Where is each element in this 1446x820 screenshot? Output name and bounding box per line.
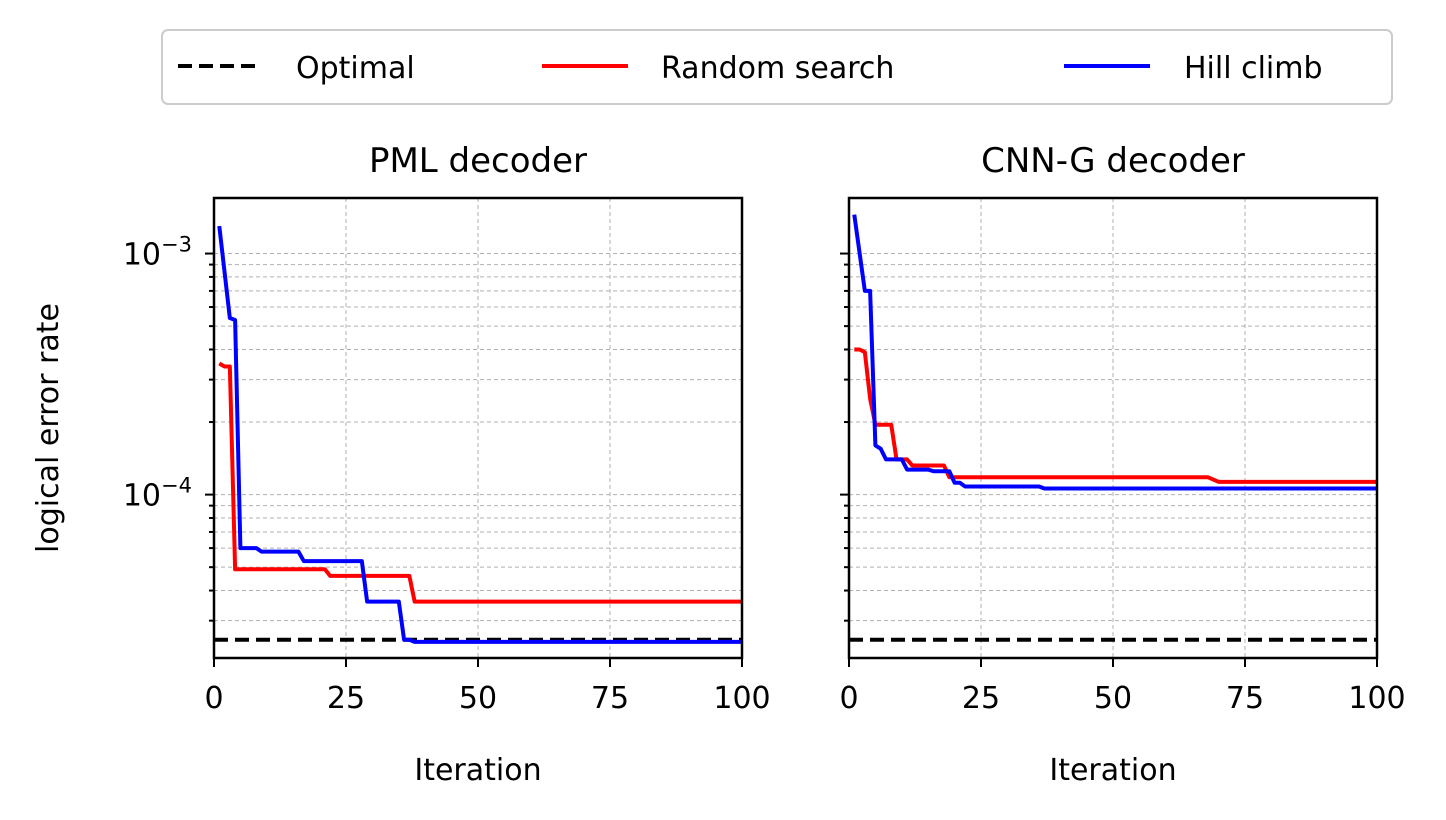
y-axis-label: logical error rate [31, 303, 66, 553]
legend-label-random-search: Random search [661, 51, 894, 86]
series-hill-climb [852, 214, 1377, 491]
series-random-search [854, 347, 1377, 484]
series-layer [214, 225, 742, 644]
legend-label-hill-climb: Hill climb [1184, 51, 1323, 86]
legend-frame [161, 29, 1393, 105]
x-tick-label: 100 [713, 681, 770, 716]
grid-layer [214, 198, 742, 658]
panel-title: PML decoder [369, 141, 587, 181]
x-tick-label: 0 [204, 681, 223, 716]
panel-pml-decoder: PML decoder 0 25 50 75 100 10−3 10−4 Iteration… [31, 141, 771, 788]
x-tick-label: 50 [459, 681, 497, 716]
y-tick-label: 10−3 [123, 233, 192, 273]
x-tick-label: 0 [839, 681, 858, 716]
x-tick-label: 25 [327, 681, 365, 716]
x-axis-label: Iteration [414, 753, 541, 788]
x-tick-label: 100 [1348, 681, 1405, 716]
x-tick-label: 75 [1226, 681, 1264, 716]
x-tick-label: 25 [962, 681, 1000, 716]
grid-layer [849, 198, 1377, 658]
legend-label-optimal: Optimal [296, 51, 415, 86]
ticks-layer: 0 25 50 75 100 10−3 10−4 [123, 233, 771, 716]
plot-frame [212, 196, 744, 660]
series-layer [849, 214, 1377, 642]
plot-frame [847, 196, 1379, 660]
y-tick-label: 10−4 [123, 474, 192, 514]
panel-title: CNN-G decoder [981, 141, 1245, 181]
x-tick-label: 50 [1094, 681, 1132, 716]
series-random-search [218, 361, 742, 604]
series-hill-climb [217, 225, 742, 644]
ticks-layer: 0 25 50 75 100 [839, 252, 1406, 716]
panel-cnn-g-decoder: CNN-G decoder 0 25 50 75 100 Iteration [839, 141, 1405, 788]
legend: Optimal Random search Hill climb [161, 29, 1393, 105]
x-axis-label: Iteration [1049, 753, 1176, 788]
x-tick-label: 75 [591, 681, 629, 716]
